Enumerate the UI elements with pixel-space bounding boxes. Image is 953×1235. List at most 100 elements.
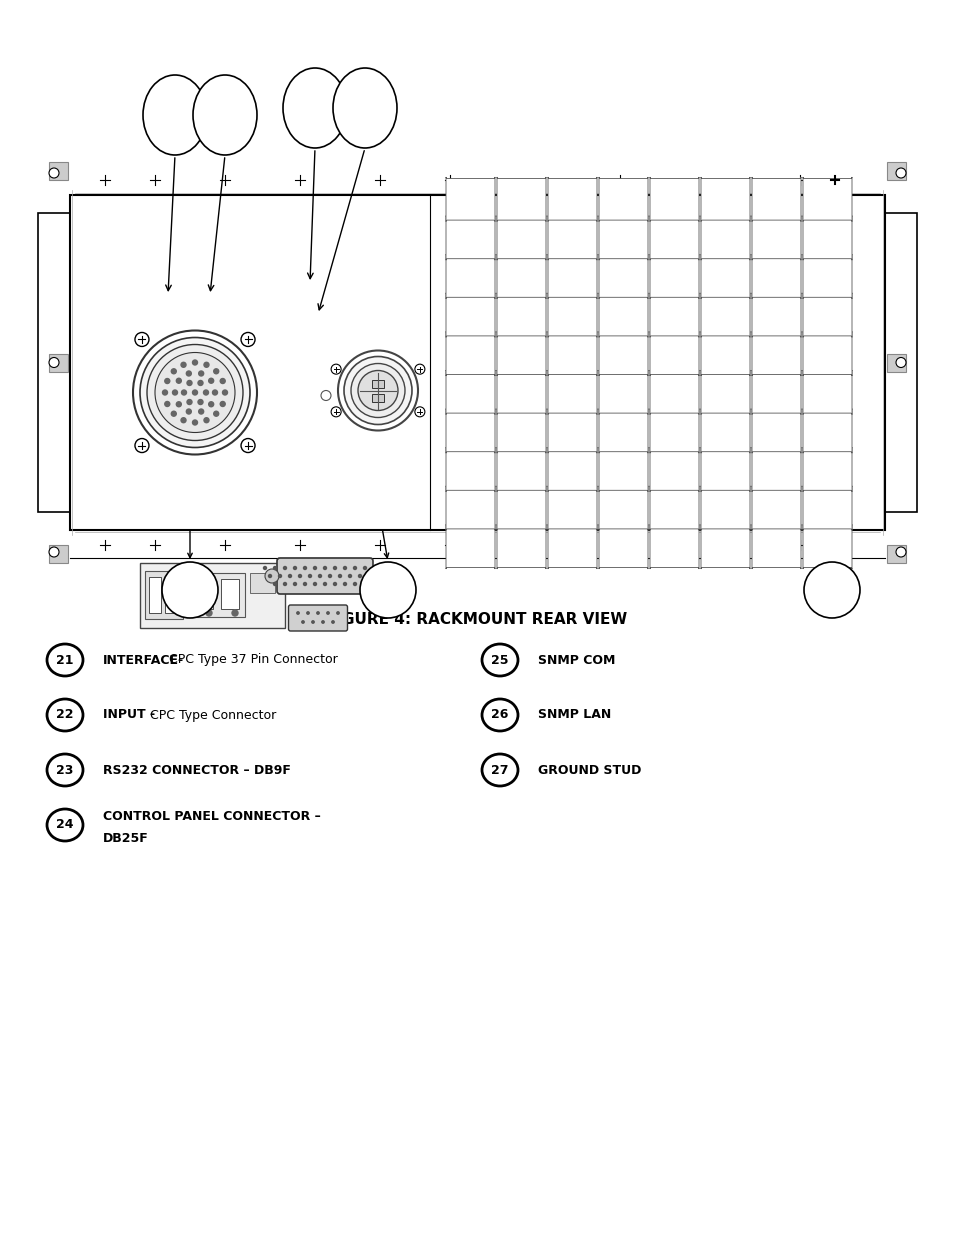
Circle shape (895, 547, 905, 557)
Circle shape (415, 364, 424, 374)
FancyBboxPatch shape (598, 447, 647, 492)
Circle shape (307, 611, 309, 614)
Circle shape (265, 569, 278, 583)
FancyBboxPatch shape (497, 370, 545, 415)
Circle shape (213, 390, 217, 395)
Ellipse shape (47, 699, 83, 731)
Circle shape (172, 411, 176, 416)
FancyBboxPatch shape (446, 177, 495, 221)
Circle shape (343, 583, 346, 585)
Circle shape (49, 168, 59, 178)
Circle shape (176, 401, 181, 406)
FancyBboxPatch shape (446, 254, 495, 299)
Circle shape (294, 567, 296, 569)
FancyBboxPatch shape (649, 370, 699, 415)
FancyBboxPatch shape (547, 525, 597, 569)
Circle shape (274, 567, 276, 569)
Circle shape (181, 362, 186, 367)
FancyBboxPatch shape (802, 216, 851, 261)
FancyBboxPatch shape (547, 177, 597, 221)
FancyBboxPatch shape (649, 216, 699, 261)
Circle shape (213, 411, 218, 416)
Text: SNMP LAN: SNMP LAN (537, 709, 611, 721)
FancyBboxPatch shape (446, 409, 495, 453)
Circle shape (308, 574, 312, 578)
Text: SNMP COM: SNMP COM (537, 653, 615, 667)
Circle shape (332, 621, 334, 624)
Circle shape (895, 168, 905, 178)
FancyBboxPatch shape (751, 254, 801, 299)
FancyBboxPatch shape (598, 370, 647, 415)
Bar (886, 162, 905, 180)
FancyBboxPatch shape (547, 447, 597, 492)
FancyBboxPatch shape (497, 447, 545, 492)
Circle shape (162, 390, 168, 395)
Text: 27: 27 (491, 763, 508, 777)
FancyBboxPatch shape (598, 293, 647, 337)
Bar (221, 579, 239, 609)
FancyBboxPatch shape (497, 409, 545, 453)
Circle shape (204, 362, 209, 367)
FancyBboxPatch shape (276, 558, 373, 594)
FancyBboxPatch shape (649, 485, 699, 530)
Circle shape (374, 583, 376, 585)
Circle shape (334, 583, 336, 585)
FancyBboxPatch shape (751, 177, 801, 221)
FancyBboxPatch shape (700, 254, 749, 299)
FancyBboxPatch shape (802, 370, 851, 415)
Text: CPC Type Connector: CPC Type Connector (146, 709, 276, 721)
Circle shape (283, 583, 286, 585)
FancyBboxPatch shape (649, 293, 699, 337)
FancyBboxPatch shape (751, 447, 801, 492)
Circle shape (204, 417, 209, 422)
FancyBboxPatch shape (547, 216, 597, 261)
Circle shape (193, 420, 197, 425)
Circle shape (165, 378, 170, 384)
Circle shape (343, 567, 346, 569)
Circle shape (49, 547, 59, 557)
Circle shape (358, 574, 361, 578)
Circle shape (274, 583, 276, 585)
FancyBboxPatch shape (547, 370, 597, 415)
Circle shape (203, 390, 209, 395)
FancyBboxPatch shape (598, 525, 647, 569)
FancyBboxPatch shape (802, 409, 851, 453)
Bar (250, 573, 274, 593)
Circle shape (162, 562, 218, 618)
FancyBboxPatch shape (446, 370, 495, 415)
Circle shape (359, 562, 416, 618)
Text: 24: 24 (56, 819, 73, 831)
Circle shape (134, 332, 149, 347)
FancyBboxPatch shape (700, 293, 749, 337)
Text: CONTROL PANEL CONNECTOR –: CONTROL PANEL CONNECTOR – (103, 810, 320, 824)
Circle shape (193, 359, 197, 366)
Bar (190, 573, 245, 618)
FancyBboxPatch shape (547, 254, 597, 299)
Ellipse shape (481, 755, 517, 785)
Circle shape (323, 567, 326, 569)
Circle shape (154, 352, 234, 432)
Bar (49, 162, 68, 180)
Circle shape (354, 567, 356, 569)
Circle shape (320, 390, 331, 400)
Text: DB25F: DB25F (103, 832, 149, 846)
FancyBboxPatch shape (446, 485, 495, 530)
FancyBboxPatch shape (446, 293, 495, 337)
Circle shape (222, 390, 227, 395)
FancyBboxPatch shape (649, 331, 699, 375)
Bar (145, 571, 183, 619)
Text: FIGURE 4: RACKMOUNT REAR VIEW: FIGURE 4: RACKMOUNT REAR VIEW (326, 613, 627, 627)
FancyBboxPatch shape (802, 525, 851, 569)
Ellipse shape (47, 809, 83, 841)
FancyBboxPatch shape (446, 216, 495, 261)
Text: INTERFACE-: INTERFACE- (103, 653, 184, 667)
Circle shape (336, 611, 339, 614)
Circle shape (209, 401, 213, 406)
Circle shape (337, 351, 417, 431)
Circle shape (193, 390, 197, 395)
Circle shape (351, 363, 405, 417)
FancyBboxPatch shape (598, 331, 647, 375)
Bar (140, 563, 285, 629)
FancyBboxPatch shape (700, 370, 749, 415)
Circle shape (187, 380, 192, 385)
